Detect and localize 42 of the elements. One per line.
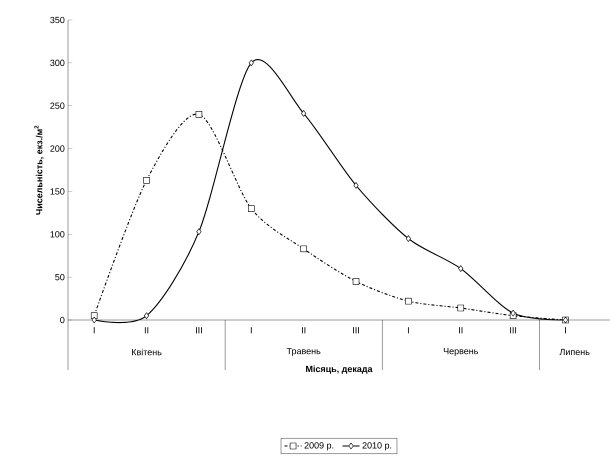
point xyxy=(248,60,254,66)
point xyxy=(144,312,150,320)
point xyxy=(92,316,97,324)
y-tick-label: 0 xyxy=(60,316,64,324)
x-tick-label: I xyxy=(250,327,252,334)
x-tick-label: II xyxy=(459,327,462,334)
point xyxy=(248,205,255,212)
x-tick-label: III xyxy=(196,327,202,334)
x-tick-label: I xyxy=(565,327,566,334)
point xyxy=(457,304,464,312)
text: Травень xyxy=(286,348,320,356)
point xyxy=(301,110,306,117)
point xyxy=(510,310,516,316)
y-tick-label: 300 xyxy=(50,60,64,66)
text: Липень xyxy=(560,348,590,356)
x-tick-label: II xyxy=(144,327,148,334)
point xyxy=(196,110,202,118)
y-tick-label: 350 xyxy=(50,16,64,24)
x-tick-label: I xyxy=(408,327,409,334)
legend-label: 2010 р. xyxy=(362,442,392,450)
legend-label: 2009 р. xyxy=(304,442,334,450)
y-tick-label: 100 xyxy=(50,231,64,238)
point xyxy=(300,246,307,252)
point xyxy=(458,265,464,272)
point xyxy=(405,298,412,304)
y-tick-label: 200 xyxy=(50,145,64,152)
y-axis-title: Чисельність, екз./м$^{2}$ xyxy=(34,126,44,215)
x-axis-title: Місяць, декада xyxy=(306,366,373,374)
text: Червень xyxy=(444,348,478,356)
point xyxy=(406,235,411,242)
x-tick-label: I xyxy=(94,327,95,334)
y-tick-label: 250 xyxy=(50,102,64,109)
point xyxy=(352,278,360,285)
y-tick-label: 150 xyxy=(50,188,64,195)
point xyxy=(353,182,359,189)
text: Квітень xyxy=(132,348,162,356)
x-tick-label: II xyxy=(302,327,306,334)
y-tick-label: 50 xyxy=(55,274,64,280)
point xyxy=(196,228,202,236)
point xyxy=(143,176,150,184)
x-tick-label: III xyxy=(510,327,516,334)
x-tick-label: III xyxy=(353,327,359,334)
